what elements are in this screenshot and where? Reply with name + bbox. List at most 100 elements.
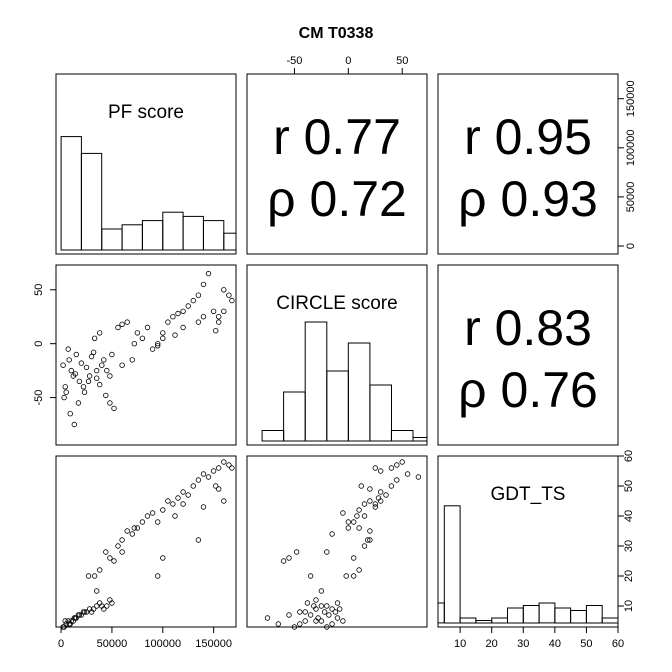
scatter-point (361, 513, 368, 519)
scatter-point (215, 314, 222, 320)
histogram-bar (223, 232, 237, 251)
scatter-point (144, 324, 151, 331)
scatter-point (180, 308, 186, 314)
correlation-r: r 0.95 (464, 109, 592, 165)
scatter-point (404, 471, 411, 477)
scatter-point (329, 621, 335, 627)
scatter-point (85, 573, 92, 579)
scatter-point (149, 346, 156, 352)
scatter-point (154, 573, 161, 579)
axis-pf: 0 50000 100000 150000 (58, 626, 232, 650)
scatter-point (65, 346, 71, 352)
scatter-point (160, 555, 166, 561)
scatter-point (107, 555, 113, 561)
histogram-bar (459, 617, 477, 624)
histogram-bar (162, 211, 184, 251)
scatter-point (221, 459, 227, 465)
scatter-point (93, 375, 100, 381)
histogram-bar (601, 617, 619, 624)
tick-label: 60 (612, 638, 624, 650)
histogram-bar (304, 321, 328, 442)
scatter-point (134, 525, 141, 531)
scatter-point (210, 468, 217, 474)
scatter-point (80, 384, 87, 390)
tick-label: 20 (623, 570, 635, 582)
scatter-point (354, 513, 360, 519)
scatter-point (101, 357, 107, 363)
scatter-point (119, 321, 125, 327)
tick-label: 10 (623, 600, 635, 612)
scatter-point (139, 519, 146, 525)
scatter-point (165, 498, 171, 504)
scatter-point (286, 612, 292, 618)
scatter-point (93, 588, 100, 594)
histogram-bar (182, 215, 204, 251)
scatter-point (200, 281, 207, 288)
scatter-point (315, 615, 321, 621)
scatter-point (154, 519, 161, 525)
scatter-point (313, 597, 319, 603)
tick-label: 40 (549, 638, 561, 650)
scatter-point (83, 609, 90, 615)
correlation-rho: ρ 0.76 (458, 362, 598, 418)
tick-label: 50000 (97, 638, 128, 650)
tick-label: 0 (345, 55, 351, 67)
scatter-point (149, 510, 156, 516)
histogram-bar (203, 220, 225, 251)
panel-frame (55, 73, 237, 255)
scatter-point (351, 555, 357, 561)
scatter-point (388, 483, 395, 489)
scatter-point (212, 328, 219, 334)
scatter-point (165, 319, 171, 325)
scatter-point (61, 394, 67, 401)
scatter-point (99, 362, 105, 368)
scatter-point (318, 618, 325, 624)
correlation-rho: ρ 0.93 (458, 171, 598, 227)
tick-label: 50 (580, 638, 592, 650)
scatter-point (107, 373, 113, 379)
scatter-point (394, 477, 400, 483)
scatter-point (96, 330, 103, 336)
scatter-point (129, 357, 135, 363)
scatter-point (71, 615, 77, 621)
scatter-point (90, 349, 97, 355)
scatter-point (185, 492, 191, 498)
histogram-bar (437, 602, 445, 624)
scatter-point (221, 287, 227, 293)
scatter-point (109, 600, 115, 606)
scatter-point (215, 319, 222, 325)
correlation-r: r 0.77 (273, 109, 401, 165)
variable-label: PF score (108, 102, 184, 123)
scatter-point (154, 341, 161, 347)
histogram-bar (554, 607, 572, 624)
scatter-point (226, 462, 232, 468)
scatter-point (85, 378, 92, 385)
scatter-point (62, 384, 68, 390)
tick-label: 30 (517, 638, 529, 650)
scatter-point (372, 501, 378, 507)
scatter-point (90, 606, 97, 612)
axis-circle: -50 0 50 (33, 284, 57, 406)
scatter-point (91, 335, 98, 341)
scatter-point (280, 558, 287, 564)
scatter-point (124, 528, 130, 534)
scatter-point (293, 549, 300, 555)
scatter-point (415, 474, 422, 480)
scatter-point (115, 324, 121, 331)
scatter-point (134, 330, 141, 336)
scatter-point (212, 483, 219, 489)
scatter-point (378, 468, 384, 474)
scatter-point (221, 308, 227, 314)
scatter-point (91, 573, 98, 579)
scatter-point (329, 606, 335, 612)
scatter-point (215, 465, 222, 471)
variable-label: GDT_TS (491, 484, 566, 505)
scatter-point (351, 519, 357, 525)
scatter-point (297, 609, 303, 615)
tick-label: 30 (623, 540, 635, 552)
scatter-point (96, 567, 103, 573)
scatter-point (210, 308, 217, 314)
histogram (437, 505, 619, 624)
scatter-panel (264, 459, 422, 630)
scatter-point (334, 615, 341, 621)
